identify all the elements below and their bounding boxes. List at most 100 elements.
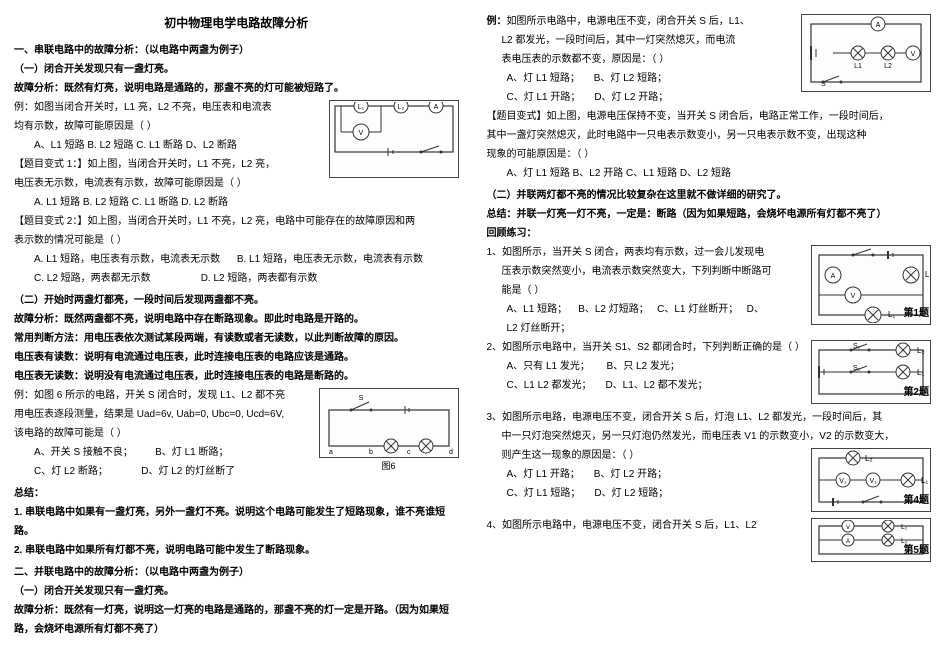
figure-q4: L₂ V₂ V₁ L₁ 第4题 [811, 448, 931, 512]
figure-parallel-example: A L1 L2 V S [801, 14, 931, 92]
svg-text:A: A [433, 104, 438, 111]
svg-text:L₂: L₂ [925, 270, 929, 279]
svg-text:a: a [329, 449, 333, 456]
page-title: 初中物理电学电路故障分析 [14, 12, 459, 35]
figure-q2: S₂ L₂ S₁ L₁ 第2题 [811, 340, 931, 404]
summary-2: 2. 串联电路中如果所有灯都不亮，说明电路可能中发生了断路现象。 [14, 541, 459, 560]
svg-text:L₁: L₁ [917, 368, 924, 377]
right-summary: 总结：并联一灯亮一灯不亮，一定是：断路（因为如果短路，会烧坏电源所有灯都不亮了） [487, 205, 932, 224]
q2-optA: A、只有 L1 发光； [507, 361, 590, 372]
q1-label: 第1题 [903, 304, 929, 323]
variant-2-optA: A. L1 短路，电压表有示数，电流表无示数 B. L1 短路，电压表无示数，电… [14, 250, 459, 269]
svg-text:V₂: V₂ [839, 478, 847, 485]
figure-q5: V L₁ A L₂ 第5题 [811, 518, 931, 562]
q2-optB: B、只 L2 发光； [607, 361, 680, 372]
variant-2-optC: C. L2 短路，两表都无示数 D. L2 短路，两表都有示数 [14, 269, 459, 288]
figure-6-caption: 图6 [319, 458, 459, 475]
q4-label: 第4题 [903, 491, 929, 510]
parallel-analysis: 故障分析：既然有一灯亮，说明这一灯亮的电路是通路的，那盏不亮的灯一定是开路。（因… [14, 601, 459, 639]
analysis-2-text: 既然两盏都不亮，说明电路中存在断路现象。即此时电路是开路的。 [64, 314, 364, 325]
q2-optD: D、L1、L2 都不发光； [605, 380, 707, 391]
right-optB: B、灯 L2 短路； [594, 73, 667, 84]
subsection-2-2-heading: （二）并联两灯都不亮的情况比较复杂在这里就不做详细的研究了。 [487, 186, 932, 205]
right-optC: C、灯 L1 开路； [507, 92, 581, 103]
svg-text:V: V [358, 130, 363, 137]
ex2-optA: A、开关 S 接触不良； [34, 447, 133, 458]
q1-optB: B、L2 灯短路； [578, 304, 649, 315]
right-variant-1: 【题目变式】如上图，电源电压保持不变，当开关 S 闭合后，电路正常工作，一段时间… [487, 107, 932, 126]
opt-a-text: A. L1 短路，电压表有示数，电流表无示数 [34, 254, 220, 265]
q1-optC: C、L1 灯丝断开； [657, 304, 738, 315]
analysis-2-label: 故障分析： [14, 314, 64, 325]
svg-text:L₂: L₂ [917, 346, 925, 355]
ex2-optD: D、灯 L2 的灯丝断了 [141, 466, 235, 477]
subsection-1-2-heading: （二）开始时两盏灯都亮，一段时间后发现两盏都不亮。 [14, 291, 459, 310]
section-1-heading: 一、串联电路中的故障分析：（以电路中两盏为例子） [14, 41, 459, 60]
q3-optB: B、灯 L2 开路； [594, 469, 667, 480]
q3-line-2: 中一只灯泡突然熄灭，另一只灯泡仍然发光，而电压表 V1 的示数变小，V2 的示数… [487, 427, 932, 446]
figure-q1: A L₂ V L₁ 第1题 [811, 245, 931, 325]
q1-optA: A、L1 短路； [507, 304, 568, 315]
svg-text:L₁: L₁ [357, 104, 364, 111]
right-optA: A、灯 L1 短路； [507, 73, 580, 84]
variant-2-line-1: 【题目变式 2：】如上图，当闭合开关时，L1 不亮，L2 亮，电路中可能存在的故… [14, 212, 459, 231]
circuit-diagram-icon: L₁ L₂ A V [331, 102, 457, 176]
parallel-analysis-label: 故障分析： [14, 605, 64, 616]
opt-d-text: D. L2 短路，两表都有示数 [201, 273, 318, 284]
summary-label: 总结： [14, 484, 459, 503]
circuit-diagram-icon: S a b c d [321, 390, 457, 456]
q5-label: 第5题 [903, 541, 929, 560]
right-column: A L1 L2 V S 例：如图所示电路中，电源电压不变，闭合开关 S 后，L1… [473, 0, 945, 669]
options-2: A. L1 短路 B. L2 短路 C. L1 断路 D. L2 断路 [14, 193, 459, 212]
q2-optC: C、L1 L2 都发光； [507, 380, 592, 391]
svg-text:b: b [369, 449, 373, 456]
q3-line-1: 3、如图所示电路，电源电压不变，闭合开关 S 后，灯泡 L1、L2 都发光，一段… [487, 408, 932, 427]
svg-text:A: A [876, 22, 881, 29]
svg-text:L2: L2 [884, 63, 892, 70]
svg-text:S: S [358, 395, 363, 402]
right-variant-opts: A、灯 L1 短路 B、L2 开路 C、L1 短路 D、L2 短路 [487, 164, 932, 183]
svg-text:V: V [851, 293, 856, 300]
parallel-analysis-text: 既然有一灯亮，说明这一灯亮的电路是通路的，那盏不亮的灯一定是开路。（因为如果短路… [14, 605, 449, 635]
svg-text:L₁: L₁ [901, 524, 908, 531]
q3-optC: C、灯 L1 短路； [507, 488, 581, 499]
subsection-1-1-heading: （一）闭合开关发现只有一盏灯亮。 [14, 60, 459, 79]
svg-text:L₂: L₂ [397, 104, 404, 111]
svg-text:V: V [846, 525, 850, 531]
subsection-2-1-heading: （一）闭合开关发现只有一盏灯亮。 [14, 582, 459, 601]
variant-2-line-2: 表示数的情况可能是（ ） [14, 231, 459, 250]
example-label: 例： [487, 16, 507, 27]
q1-optD: D、 [747, 304, 764, 315]
circuit-diagram-icon: A L1 L2 V S [803, 16, 929, 90]
analysis-text: 既然有灯亮，说明电路是通路的，那盏不亮的灯可能被短路了。 [64, 83, 344, 94]
svg-text:L₂: L₂ [865, 454, 873, 463]
q3-optA: A、灯 L1 开路； [507, 469, 580, 480]
method-3: 电压表无读数：说明没有电流通过电压表，此时连接电压表的电路是断路的。 [14, 367, 459, 386]
method-1: 常用判断方法：用电压表依次测试某段两端，有读数或者无读数，以此判断故障的原因。 [14, 329, 459, 348]
svg-text:d: d [449, 449, 453, 456]
right-variant-3: 现象的可能原因是：（ ） [487, 145, 932, 164]
svg-text:A: A [831, 273, 836, 280]
method-2: 电压表有读数：说明有电流通过电压表，此时连接电压表的电路应该是通路。 [14, 348, 459, 367]
analysis-line: 故障分析：既然有灯亮，说明电路是通路的，那盏不亮的灯可能被短路了。 [14, 79, 459, 98]
left-column: 初中物理电学电路故障分析 一、串联电路中的故障分析：（以电路中两盏为例子） （一… [0, 0, 473, 669]
ex2-optB: B、灯 L1 断路； [155, 447, 228, 458]
section-2-heading: 二、并联电路中的故障分析：（以电路中两盏为例子） [14, 563, 459, 582]
svg-text:V: V [911, 51, 916, 58]
right-optD: D、灯 L2 开路； [594, 92, 668, 103]
q2-label: 第2题 [903, 383, 929, 402]
opt-c-text: C. L2 短路，两表都无示数 [34, 273, 151, 284]
summary-1: 1. 串联电路中如果有一盏灯亮，另外一盏灯不亮。说明这个电路可能发生了短路现象，… [14, 503, 459, 541]
q3-optD: D、灯 L2 短路； [594, 488, 668, 499]
svg-text:L1: L1 [854, 63, 862, 70]
svg-text:L₁: L₁ [921, 476, 928, 485]
analysis-label: 故障分析： [14, 83, 64, 94]
right-ex-text: 如图所示电路中，电源电压不变，闭合开关 S 后，L1、 [507, 16, 750, 27]
svg-text:L₁: L₁ [888, 310, 895, 319]
figure-series-circuit-1: L₁ L₂ A V [329, 100, 459, 178]
analysis-2: 故障分析：既然两盏都不亮，说明电路中存在断路现象。即此时电路是开路的。 [14, 310, 459, 329]
right-variant-2: 其中一盏灯突然熄灭，此时电路中一只电表示数变小，另一只电表示数不变，出现这种 [487, 126, 932, 145]
svg-text:c: c [407, 449, 411, 456]
ex2-optC: C、灯 L2 断路； [34, 466, 108, 477]
svg-text:A: A [846, 539, 850, 545]
